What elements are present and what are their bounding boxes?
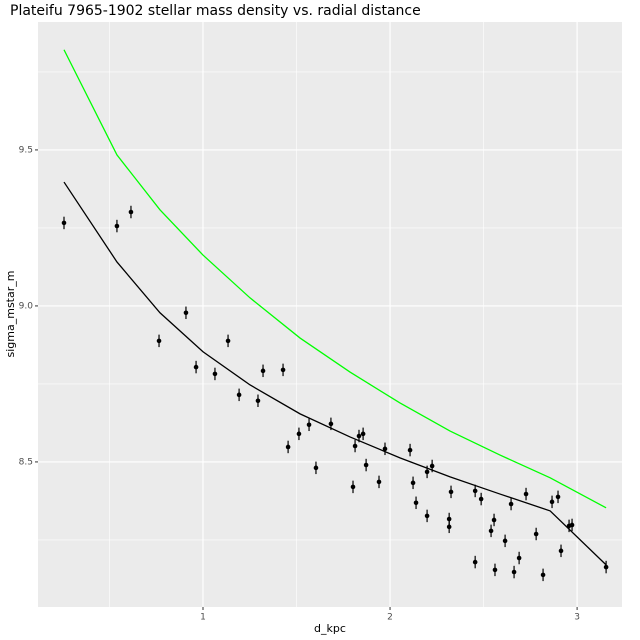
- x-tick-label: 1: [200, 613, 206, 623]
- point: [472, 559, 478, 565]
- model-line: [63, 181, 607, 566]
- point: [382, 446, 388, 452]
- point: [225, 338, 231, 344]
- point: [306, 422, 312, 428]
- point: [502, 538, 508, 544]
- point: [360, 431, 366, 437]
- point: [156, 338, 162, 344]
- point: [193, 364, 199, 370]
- panel: [38, 22, 622, 607]
- point: [508, 501, 514, 507]
- point: [376, 479, 382, 485]
- y-tick-label: 8.5: [19, 457, 33, 467]
- point: [260, 368, 266, 374]
- point: [352, 443, 358, 449]
- y-axis-label: sigma_mstar_m: [4, 271, 17, 358]
- point: [549, 499, 555, 505]
- y-tick-label: 9.5: [19, 145, 33, 155]
- point: [296, 431, 302, 437]
- point: [236, 392, 242, 398]
- point: [407, 447, 413, 453]
- point: [478, 496, 484, 502]
- model-line: [63, 49, 607, 509]
- point: [424, 513, 430, 519]
- point: [555, 494, 561, 500]
- point: [511, 569, 517, 575]
- point: [424, 469, 430, 475]
- point: [285, 444, 291, 450]
- point: [540, 572, 546, 578]
- point: [448, 489, 454, 495]
- y-tick-label: 9.0: [19, 301, 34, 311]
- point: [446, 516, 452, 522]
- point: [280, 367, 286, 373]
- point: [328, 421, 334, 427]
- point: [410, 480, 416, 486]
- chart-title: Plateifu 7965-1902 stellar mass density …: [10, 3, 421, 19]
- point: [356, 433, 362, 439]
- point: [603, 564, 609, 570]
- point: [61, 220, 67, 226]
- x-axis-label: d_kpc: [314, 622, 346, 635]
- point: [413, 500, 419, 506]
- point: [363, 462, 369, 468]
- x-tick-label: 2: [387, 613, 393, 623]
- point: [569, 522, 575, 528]
- point: [492, 567, 498, 573]
- point: [533, 531, 539, 537]
- point: [350, 484, 356, 490]
- point: [558, 548, 564, 554]
- point: [523, 491, 529, 497]
- point: [183, 310, 189, 316]
- point: [114, 223, 120, 229]
- point: [212, 371, 218, 377]
- point: [255, 398, 261, 404]
- point: [488, 528, 494, 534]
- point: [446, 524, 452, 530]
- x-tick-label: 3: [574, 613, 580, 623]
- point: [128, 209, 134, 215]
- point: [429, 463, 435, 469]
- point: [472, 488, 478, 494]
- point: [516, 555, 522, 561]
- point: [491, 517, 497, 523]
- point: [313, 465, 319, 471]
